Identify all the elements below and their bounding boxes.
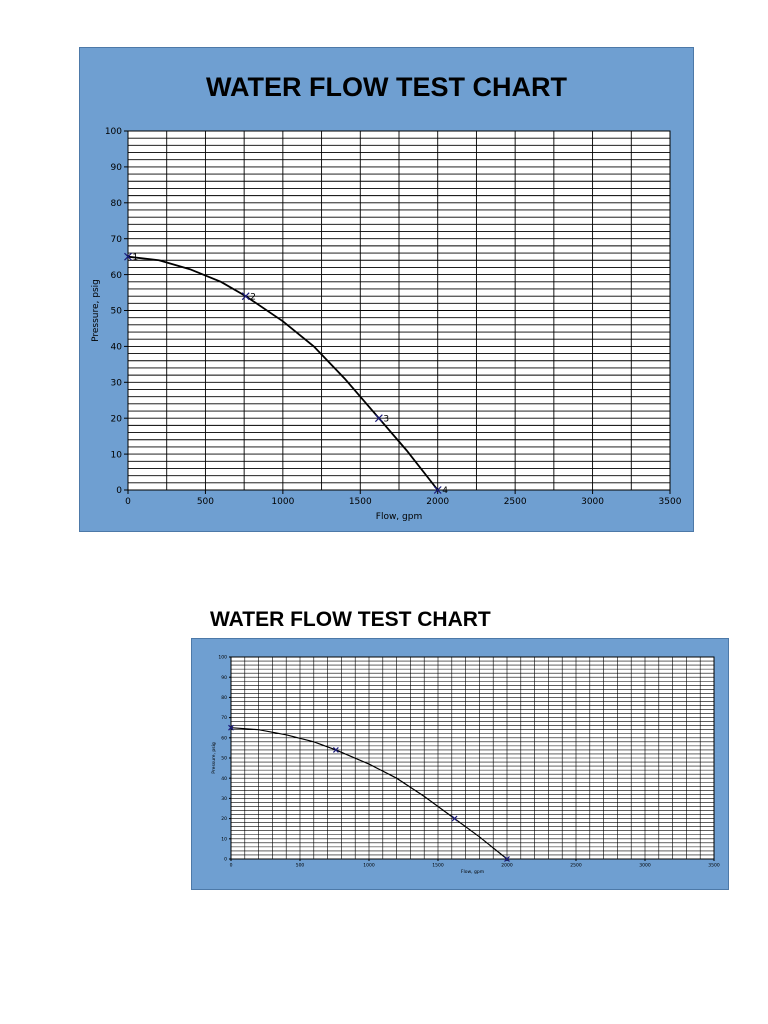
- point-marker: [374, 414, 383, 423]
- flow-curve-line: [127, 255, 439, 491]
- y-tick-label: 30: [111, 378, 123, 388]
- y-tick-label: 0: [224, 857, 227, 863]
- y-tick-label: 80: [111, 199, 123, 209]
- data-point-4: [504, 856, 510, 862]
- point-marker: [228, 724, 234, 731]
- data-point-1: [228, 724, 234, 731]
- x-tick-label: 3000: [639, 863, 651, 869]
- y-tick-label: 60: [111, 271, 123, 281]
- y-tick-label: 70: [221, 715, 227, 721]
- flow-curve-line: [230, 727, 508, 860]
- y-tick-label: 80: [221, 695, 227, 701]
- x-tick-label: 0: [125, 497, 131, 507]
- y-tick-label: 100: [218, 655, 227, 661]
- x-tick-label: 2500: [570, 863, 582, 869]
- x-tick-label: 3000: [581, 497, 604, 507]
- x-tick-label: 3500: [659, 497, 682, 507]
- x-tick-label: 2000: [426, 497, 449, 507]
- x-axis-label: Flow, gpm: [376, 512, 422, 522]
- point-marker: [504, 856, 510, 862]
- x-tick-label: 500: [197, 497, 214, 507]
- point-label: 1: [133, 253, 139, 263]
- data-point-3: 3: [374, 414, 389, 424]
- y-tick-label: 100: [105, 127, 122, 137]
- point-marker: [433, 486, 442, 494]
- y-tick-label: 30: [221, 796, 227, 802]
- chart-title-2: WATER FLOW TEST CHART: [210, 608, 491, 631]
- data-point-3: [451, 815, 458, 822]
- y-tick-label: 50: [111, 307, 123, 317]
- point-marker: [124, 252, 132, 261]
- y-axis-label: Pressure, psig: [211, 742, 217, 774]
- x-tick-label: 1000: [271, 497, 294, 507]
- y-tick-label: 60: [221, 735, 227, 741]
- x-tick-label: 500: [296, 863, 305, 869]
- y-tick-label: 0: [116, 486, 122, 496]
- data-point-2: 2: [241, 292, 256, 302]
- point-label: 3: [383, 414, 389, 424]
- point-marker: [241, 292, 250, 301]
- point-marker: [451, 815, 458, 822]
- y-tick-label: 40: [111, 343, 123, 353]
- point-marker: [332, 746, 339, 753]
- data-point-4: 4: [433, 486, 448, 496]
- chart-panel-2: 0 10 20 30 40 50 60 70 80 90 100 0 500 1000 1500 2000 25…: [191, 638, 729, 890]
- x-tick-label: 0: [230, 863, 233, 869]
- x-tick-label: 2500: [504, 497, 527, 507]
- x-tick-label: 1500: [432, 863, 444, 869]
- y-tick-label: 70: [111, 235, 123, 245]
- point-label: 2: [250, 292, 256, 302]
- x-tick-label: 3500: [708, 863, 720, 869]
- y-tick-label: 50: [221, 756, 227, 762]
- y-axis-label: Pressure, psig: [91, 279, 101, 342]
- x-tick-label: 2000: [501, 863, 513, 869]
- x-tick-label: 1000: [363, 863, 375, 869]
- y-tick-label: 90: [111, 163, 123, 173]
- y-tick-label: 20: [221, 816, 227, 822]
- y-tick-label: 10: [221, 836, 227, 842]
- point-label: 4: [442, 486, 448, 496]
- y-tick-label: 20: [111, 414, 123, 424]
- chart-panel-1: WATER FLOW TEST CHART 0 10 20 30 40 50 60 70 80 9…: [79, 47, 694, 532]
- x-axis-label: Flow, gpm: [461, 869, 484, 875]
- y-tick-label: 40: [221, 776, 227, 782]
- chart-title-1: WATER FLOW TEST CHART: [206, 72, 567, 102]
- data-point-2: [332, 746, 339, 753]
- x-tick-label: 1500: [349, 497, 372, 507]
- y-tick-label: 10: [111, 450, 123, 460]
- data-point-1: 1: [124, 252, 139, 263]
- y-tick-label: 90: [221, 675, 227, 681]
